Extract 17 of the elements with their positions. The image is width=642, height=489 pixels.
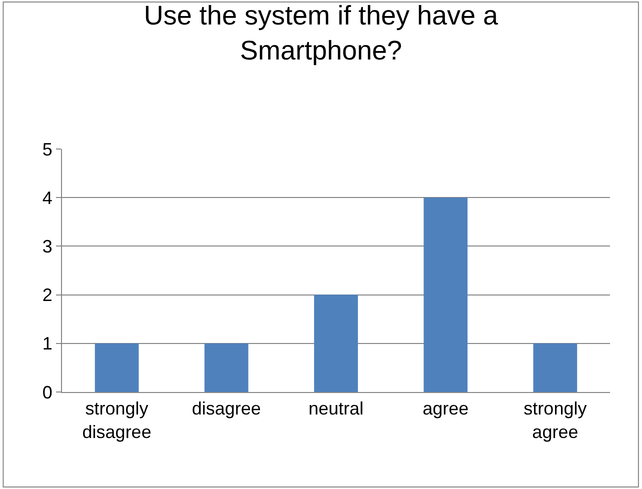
x-tick-label: strongly disagree	[82, 398, 152, 442]
bar	[424, 198, 468, 392]
x-tick-label: disagree	[192, 398, 261, 419]
y-tick-label: 5	[42, 139, 52, 160]
bar	[94, 343, 139, 392]
x-tick-label: agree	[422, 398, 469, 419]
x-tick-label: strongly agree	[524, 398, 587, 442]
chart-title: Use the system if they have a Smartphone?	[144, 0, 500, 66]
y-tick-label: 2	[42, 285, 52, 306]
bar	[204, 343, 248, 392]
bar	[314, 294, 358, 392]
x-tick-label: neutral	[308, 398, 364, 419]
y-tick-label: 0	[42, 382, 52, 402]
y-tick-label: 4	[42, 188, 52, 208]
y-tick-label: 1	[42, 334, 52, 354]
y-tick-label: 3	[42, 236, 52, 256]
bar	[533, 343, 578, 392]
